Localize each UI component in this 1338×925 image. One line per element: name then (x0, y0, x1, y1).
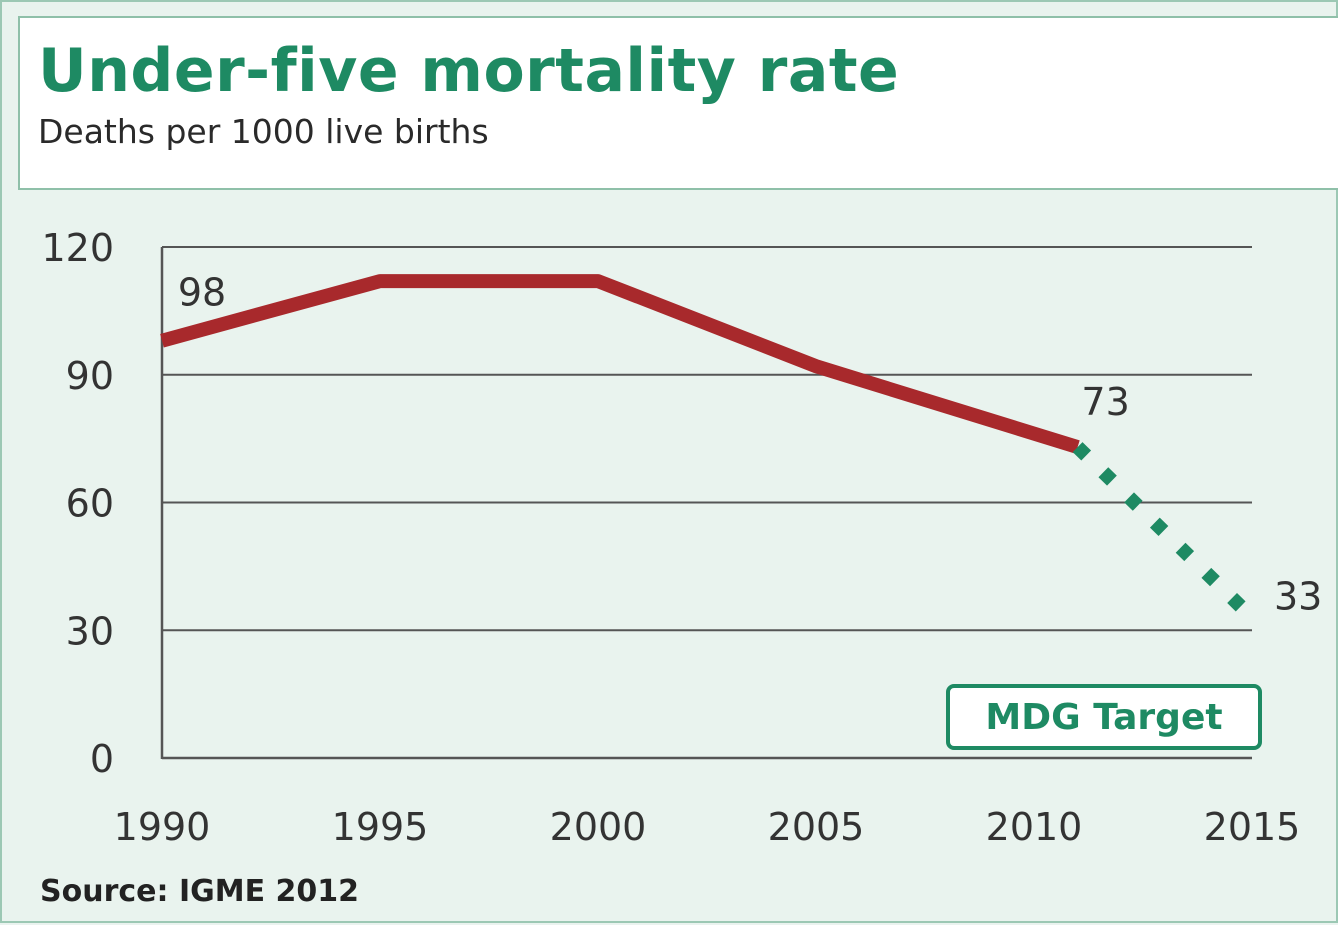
source-note: Source: IGME 2012 (40, 874, 360, 909)
x-tick-label: 2010 (986, 805, 1083, 849)
axis-ticks: 0 30 60 90 120 1990 1995 2000 2005 2010 2015 (41, 226, 1300, 849)
chart-subtitle: Deaths per 1000 live births (38, 112, 489, 151)
y-tick-label: 0 (90, 737, 114, 781)
y-tick-label: 60 (66, 482, 114, 526)
data-label: 98 (178, 271, 226, 315)
y-tick-label: 90 (66, 354, 114, 398)
grid-lines (160, 246, 1252, 760)
actual-series-line (160, 274, 1080, 454)
target-series-line (1072, 442, 1257, 623)
y-tick-label: 30 (66, 609, 114, 653)
data-label: 33 (1274, 574, 1322, 618)
x-tick-label: 2000 (550, 805, 647, 849)
mdg-target-legend: MDG Target (946, 684, 1262, 750)
chart-header: Under-five mortality rate Deaths per 100… (18, 16, 1338, 190)
data-labels: 98 73 33 (178, 271, 1323, 619)
x-tick-label: 1990 (114, 805, 211, 849)
series-lines (160, 274, 1257, 623)
x-tick-label: 2005 (768, 805, 865, 849)
data-label: 73 (1081, 380, 1129, 424)
chart-title: Under-five mortality rate (38, 36, 900, 106)
y-tick-label: 120 (41, 226, 114, 270)
x-tick-label: 1995 (332, 805, 429, 849)
x-tick-label: 2015 (1204, 805, 1301, 849)
